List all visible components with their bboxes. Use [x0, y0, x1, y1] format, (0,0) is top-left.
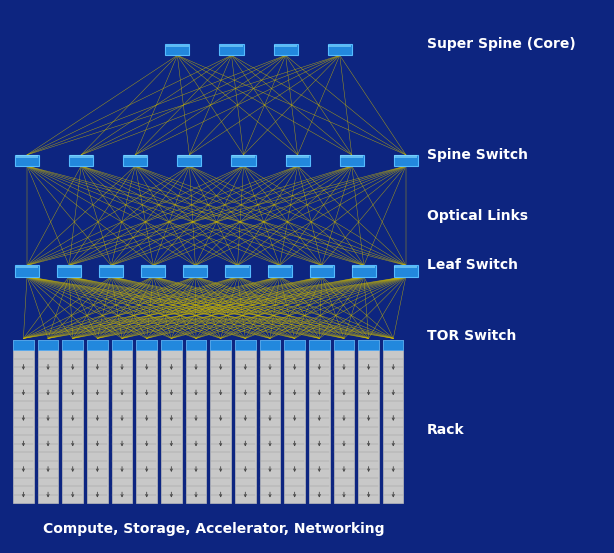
Text: Compute, Storage, Accelerator, Networking: Compute, Storage, Accelerator, Networkin… [43, 523, 384, 536]
Bar [232, 155, 255, 158]
Bar [260, 340, 280, 350]
Bar [87, 340, 107, 350]
Bar [309, 265, 334, 276]
Bar [184, 266, 207, 268]
Text: Spine Switch: Spine Switch [427, 148, 528, 162]
Bar [340, 155, 363, 158]
Text: Rack: Rack [427, 423, 465, 437]
Bar [186, 340, 206, 503]
Bar [112, 340, 132, 503]
Bar [383, 340, 403, 503]
Bar [15, 266, 39, 268]
Bar [394, 265, 418, 276]
Bar [186, 340, 206, 350]
Bar [38, 340, 58, 350]
Bar [235, 340, 255, 350]
Bar [359, 340, 379, 503]
Bar [184, 265, 208, 276]
Bar [284, 340, 305, 350]
Bar [211, 340, 231, 350]
Bar [394, 155, 418, 166]
Bar [274, 44, 298, 55]
Bar [286, 155, 309, 158]
Bar [69, 155, 93, 166]
Bar [161, 340, 182, 350]
Bar [63, 340, 83, 503]
Bar [100, 266, 123, 268]
Bar [383, 340, 403, 350]
Bar [340, 155, 364, 166]
Bar [286, 155, 309, 166]
Bar [63, 340, 83, 350]
Bar [220, 45, 243, 47]
Bar [231, 155, 255, 166]
Bar [359, 340, 379, 350]
Bar [235, 340, 255, 503]
Text: Super Spine (Core): Super Spine (Core) [427, 37, 576, 51]
Bar [394, 155, 418, 158]
Bar [225, 265, 249, 276]
Bar [328, 45, 351, 47]
Bar [274, 45, 297, 47]
Bar [124, 155, 147, 158]
Bar [334, 340, 354, 503]
Bar [268, 265, 292, 276]
Bar [352, 266, 375, 268]
Bar [165, 44, 189, 55]
Bar [309, 340, 330, 503]
Bar [284, 340, 305, 503]
Bar [226, 266, 249, 268]
Bar [58, 266, 80, 268]
Bar [394, 266, 418, 268]
Bar [13, 340, 34, 350]
Bar [161, 340, 182, 503]
Bar [136, 340, 157, 503]
Bar [15, 155, 39, 158]
Bar [70, 155, 93, 158]
Bar [219, 44, 244, 55]
Bar [166, 45, 188, 47]
Bar [112, 340, 132, 350]
Bar [352, 265, 376, 276]
Bar [309, 340, 330, 350]
Bar [260, 340, 280, 503]
Bar [177, 155, 201, 166]
Bar [211, 340, 231, 503]
Text: Leaf Switch: Leaf Switch [427, 258, 518, 273]
Bar [334, 340, 354, 350]
Text: Optical Links: Optical Links [427, 208, 528, 223]
Bar [87, 340, 107, 503]
Bar [123, 155, 147, 166]
Bar [141, 265, 165, 276]
Bar [15, 265, 39, 276]
Text: TOR Switch: TOR Switch [427, 328, 516, 343]
Bar [38, 340, 58, 503]
Bar [310, 266, 333, 268]
Bar [99, 265, 123, 276]
Bar [136, 340, 157, 350]
Bar [178, 155, 201, 158]
Bar [13, 340, 34, 503]
Bar [57, 265, 81, 276]
Bar [328, 44, 352, 55]
Bar [15, 155, 39, 166]
Bar [268, 266, 291, 268]
Bar [142, 266, 165, 268]
